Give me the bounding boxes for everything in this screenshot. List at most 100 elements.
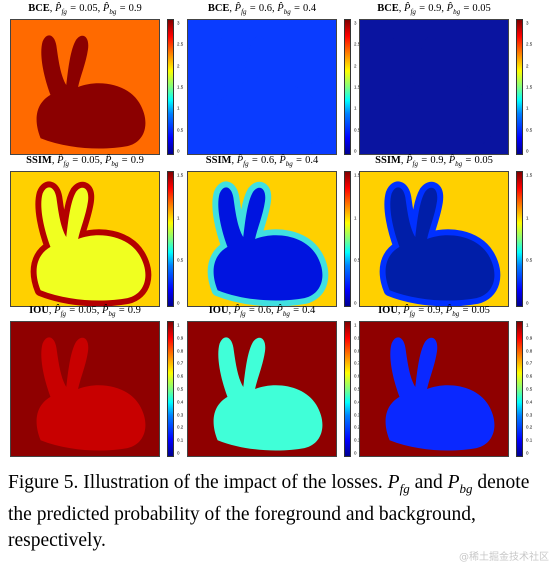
colorbar-tick-label: 1	[177, 215, 180, 221]
caption-text-1: Illustration of the impact of the losses…	[83, 472, 383, 493]
colorbar-tick-label: 1.5	[177, 172, 184, 178]
caption-pfg: Pfg	[387, 472, 410, 496]
rabbit-shape	[213, 337, 323, 451]
caption-lead: Figure 5.	[8, 472, 79, 493]
rabbit-shape	[36, 187, 146, 301]
colorbar-tick-label: 0.5	[354, 127, 361, 133]
colorbar-tick-label: 0.8	[177, 348, 184, 354]
colorbar-tick-label: 1.5	[526, 172, 533, 178]
figure-caption: Figure 5. Illustration of the impact of …	[8, 470, 548, 554]
loss-heatmap	[10, 19, 160, 155]
colorbar-tick-label: 0.1	[177, 437, 184, 443]
colorbar-tick-label: 1.5	[354, 172, 361, 178]
colorbar-tick-label: 0.4	[526, 399, 533, 405]
colorbar-tick-label: 0.9	[177, 335, 184, 341]
panel-title: BCE, P̂fg = 0.6, P̂bg = 0.4	[207, 3, 317, 17]
colorbar-tick-label: 0.9	[526, 335, 533, 341]
panel-title: IOU, P̂fg = 0.05, P̂bg = 0.9	[29, 305, 141, 319]
colorbar-tick-label: 2	[526, 63, 529, 69]
colorbar-tick-label: 0.4	[354, 399, 361, 405]
colorbar-tick-label: 0.1	[526, 437, 533, 443]
colorbar-tick-label: 0.5	[177, 257, 184, 263]
colorbar-tick-label: 2	[354, 63, 357, 69]
rabbit-shape	[36, 35, 146, 149]
figure-grid: BCE, P̂fg = 0.05, P̂bg = 0.9 3 2.5 2 1.5 1 0.5…	[10, 3, 533, 457]
colorbar-tick-label: 1	[354, 322, 357, 328]
colorbar-tick-label: 1	[526, 105, 529, 111]
colorbar-tick-label: 1	[354, 215, 357, 221]
colorbar-tick-label: 1.5	[354, 84, 361, 90]
colorbar-tick-label: 0.8	[526, 348, 533, 354]
panel-title: SSIM, P̂fg = 0.05, P̂bg = 0.9	[26, 155, 144, 169]
colorbar-tick-label: 0	[177, 148, 180, 154]
colorbar-tick-label: 0.5	[526, 127, 533, 133]
colorbar-tick-label: 0	[177, 300, 180, 306]
colorbar-tick-label: 0	[526, 450, 529, 456]
colorbar-tick-label: 0.3	[177, 412, 184, 418]
colorbar-tick-label: 0.6	[177, 373, 184, 379]
colorbar-tick-label: 0.8	[354, 348, 361, 354]
colorbar-tick-label: 2	[177, 63, 180, 69]
colorbar-tick-label: 2.5	[177, 41, 184, 47]
panel-title: BCE, P̂fg = 0.05, P̂bg = 0.9	[28, 3, 142, 17]
panel-bce-1: BCE, P̂fg = 0.05, P̂bg = 0.9 3 2.5 2 1.5 1 0.5…	[10, 3, 192, 155]
panel-iou-1: IOU, P̂fg = 0.05, P̂bg = 0.9 1 0.9 0.8 0.7 0.…	[10, 305, 192, 457]
colorbar-tick-label: 0.5	[354, 257, 361, 263]
panel-iou-2: IOU, P̂fg = 0.6, P̂bg = 0.4 1 0.9 0.8 0.7 0.6…	[187, 305, 369, 457]
colorbar-tick-label: 0.7	[177, 360, 184, 366]
colorbar-tick-label: 2.5	[526, 41, 533, 47]
colorbar	[167, 19, 174, 155]
colorbar-tick-label: 0.7	[354, 360, 361, 366]
panel-ssim-1: SSIM, P̂fg = 0.05, P̂bg = 0.9 1.5 1 0.5 0	[10, 155, 192, 307]
loss-heatmap	[187, 171, 337, 307]
colorbar	[344, 171, 351, 307]
colorbar	[516, 19, 523, 155]
rabbit-shape	[385, 187, 495, 301]
loss-heatmap	[10, 171, 160, 307]
colorbar-tick-label: 2.5	[354, 41, 361, 47]
colorbar-tick-label: 0.2	[526, 424, 533, 430]
loss-heatmap	[359, 321, 509, 457]
colorbar-tick-label: 0.1	[354, 437, 361, 443]
colorbar-tick-label: 1	[526, 215, 529, 221]
colorbar-tick-label: 3	[177, 20, 180, 26]
panel-title: IOU, P̂fg = 0.9, P̂bg = 0.05	[378, 305, 490, 319]
colorbar-tick-label: 0.5	[177, 127, 184, 133]
colorbar-tick-label: 1	[177, 322, 180, 328]
loss-heatmap	[359, 171, 509, 307]
colorbar-tick-label: 0.2	[354, 424, 361, 430]
colorbar-tick-label: 0.9	[354, 335, 361, 341]
watermark: @稀土掘金技术社区	[459, 552, 549, 563]
colorbar-tick-label: 1	[177, 105, 180, 111]
colorbar-tick-label: 0.3	[526, 412, 533, 418]
colorbar	[167, 321, 174, 457]
colorbar-tick-label: 1.5	[177, 84, 184, 90]
rabbit-shape	[213, 187, 323, 301]
colorbar-tick-label: 0.2	[177, 424, 184, 430]
colorbar	[167, 171, 174, 307]
colorbar	[516, 321, 523, 457]
panel-title: SSIM, P̂fg = 0.9, P̂bg = 0.05	[375, 155, 493, 169]
panel-ssim-2: SSIM, P̂fg = 0.6, P̂bg = 0.4 1.5 1 0.5 0	[187, 155, 369, 307]
colorbar-tick-label: 3	[526, 20, 529, 26]
colorbar-tick-label: 0	[354, 300, 357, 306]
colorbar-tick-label: 0.3	[354, 412, 361, 418]
colorbar-tick-label: 0	[177, 450, 180, 456]
colorbar-tick-label: 1.5	[526, 84, 533, 90]
loss-heatmap	[187, 321, 337, 457]
colorbar-tick-label: 0	[526, 300, 529, 306]
rabbit-shape	[213, 35, 323, 149]
caption-pbg: Pbg	[447, 472, 473, 496]
panel-title: SSIM, P̂fg = 0.6, P̂bg = 0.4	[205, 155, 319, 169]
colorbar-tick-label: 0.5	[354, 386, 361, 392]
colorbar-tick-label: 0	[354, 148, 357, 154]
colorbar-tick-label: 0.6	[354, 373, 361, 379]
caption-text-2: denote the predicted probability of the …	[8, 472, 530, 551]
colorbar-tick-label: 1	[526, 322, 529, 328]
rabbit-shape	[36, 337, 146, 451]
colorbar-tick-label: 0.6	[526, 373, 533, 379]
rabbit-shape	[385, 337, 495, 451]
panel-bce-2: BCE, P̂fg = 0.6, P̂bg = 0.4 3 2.5 2 1.5 1 0.5 0	[187, 3, 369, 155]
colorbar-tick-label: 3	[354, 20, 357, 26]
caption-and: and	[414, 472, 443, 493]
